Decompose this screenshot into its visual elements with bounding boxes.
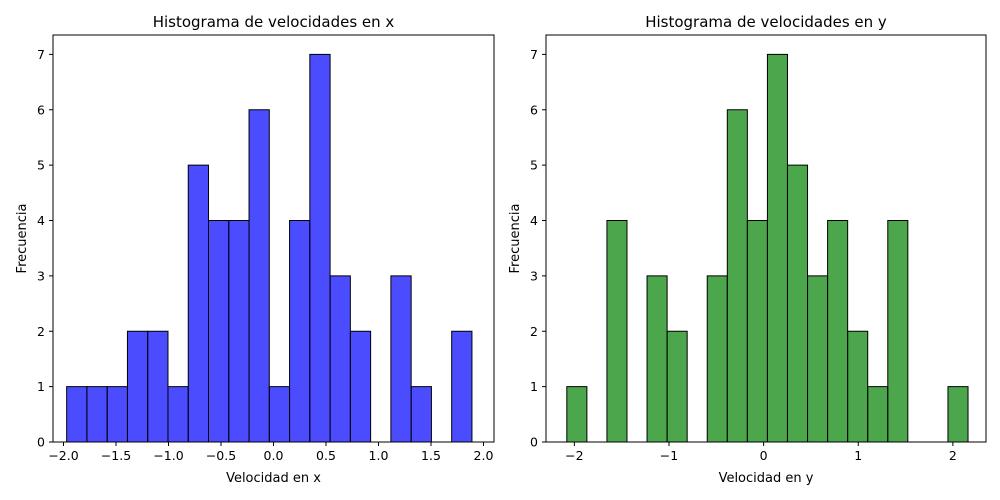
histogram-bar: [187, 164, 210, 443]
x-tick-label: 1.5: [421, 448, 441, 463]
histogram-bar: [726, 109, 748, 443]
axes-frame: [545, 34, 987, 443]
histogram-bar: [329, 275, 351, 443]
y-tick-label: 0: [530, 435, 538, 450]
histogram-bar: [147, 330, 169, 443]
x-tick-label: −0.5: [206, 448, 236, 463]
y-tick-label: 6: [530, 102, 538, 117]
histogram-bar: [268, 386, 291, 443]
histogram-x-chart: −2.0 −1.5 −1.0 −0.5 0.0 0.5 1.0 1.5 2.0 0 1 2 3 4 5 6 7 H…: [15, 13, 495, 486]
histogram-bar: [807, 275, 829, 443]
y-tick-label: 7: [530, 47, 538, 62]
y-tick-label: 1: [530, 379, 538, 394]
x-axis-label: Velocidad en x: [226, 471, 321, 486]
x-tick-label: 1: [854, 448, 862, 463]
histogram-bar: [309, 53, 331, 443]
y-tick-label: 3: [37, 268, 45, 283]
axes-frame: [52, 34, 495, 443]
histogram-bar: [606, 220, 628, 443]
histogram-bar: [349, 330, 372, 443]
histogram-bar: [208, 220, 230, 443]
histogram-bar: [126, 330, 149, 443]
y-tick-label: 4: [530, 213, 538, 228]
y-tick-label: 1: [37, 379, 45, 394]
histogram-bar: [66, 386, 88, 443]
x-tick-label: 2.0: [474, 448, 494, 463]
histogram-bar: [646, 275, 668, 443]
y-tick-label: 2: [37, 324, 45, 339]
histogram-bar: [847, 330, 869, 443]
y-axis-label: Frecuencia: [508, 204, 523, 274]
y-tick-label: 6: [37, 102, 45, 117]
y-tick-label: 5: [530, 158, 538, 173]
histogram-bar: [947, 386, 969, 443]
y-tick-label: 0: [37, 435, 45, 450]
x-tick-label: −2: [565, 448, 583, 463]
histogram-y-chart: −2 −1 0 1 2 0 1 2 3 4 5 6 7 Histograma de velocidades…: [508, 13, 987, 486]
histogram-bar: [228, 220, 250, 443]
y-tick-label: 5: [37, 158, 45, 173]
histogram-bar: [167, 386, 189, 443]
histogram-bar: [706, 275, 728, 443]
x-tick-label: −2.0: [48, 448, 78, 463]
x-axis-label: Velocidad en y: [719, 471, 814, 486]
x-tick-label: −1.5: [101, 448, 131, 463]
histogram-bar: [390, 275, 412, 443]
y-tick-label: 3: [530, 268, 538, 283]
chart-title: Histograma de velocidades en y: [645, 13, 887, 31]
x-tick-label: −1: [660, 448, 678, 463]
histogram-bar: [410, 386, 432, 443]
histogram-bar: [766, 53, 788, 443]
histogram-bar: [666, 330, 688, 443]
histogram-bar: [887, 220, 909, 443]
histogram-bar: [867, 386, 889, 443]
histogram-bar: [248, 109, 270, 443]
x-tick-label: 0.0: [264, 448, 284, 463]
y-axis-label: Frecuencia: [15, 204, 30, 274]
x-tick-label: 0: [760, 448, 768, 463]
histogram-bar: [106, 386, 128, 443]
y-tick-label: 2: [530, 324, 538, 339]
x-tick-label: 1.0: [369, 448, 389, 463]
y-tick-label: 7: [37, 47, 45, 62]
chart-title: Histograma de velocidades en x: [153, 13, 395, 31]
histogram-bar: [827, 220, 849, 443]
histogram-bar: [451, 330, 473, 443]
histogram-bar: [746, 220, 768, 443]
x-tick-label: 0.5: [316, 448, 336, 463]
x-tick-label: −1.0: [153, 448, 183, 463]
histogram-bar: [786, 164, 809, 443]
histogram-bar: [289, 220, 311, 443]
histogram-bar: [566, 386, 588, 443]
histogram-bar: [86, 386, 108, 443]
y-tick-label: 4: [37, 213, 45, 228]
x-tick-label: 2: [949, 448, 957, 463]
